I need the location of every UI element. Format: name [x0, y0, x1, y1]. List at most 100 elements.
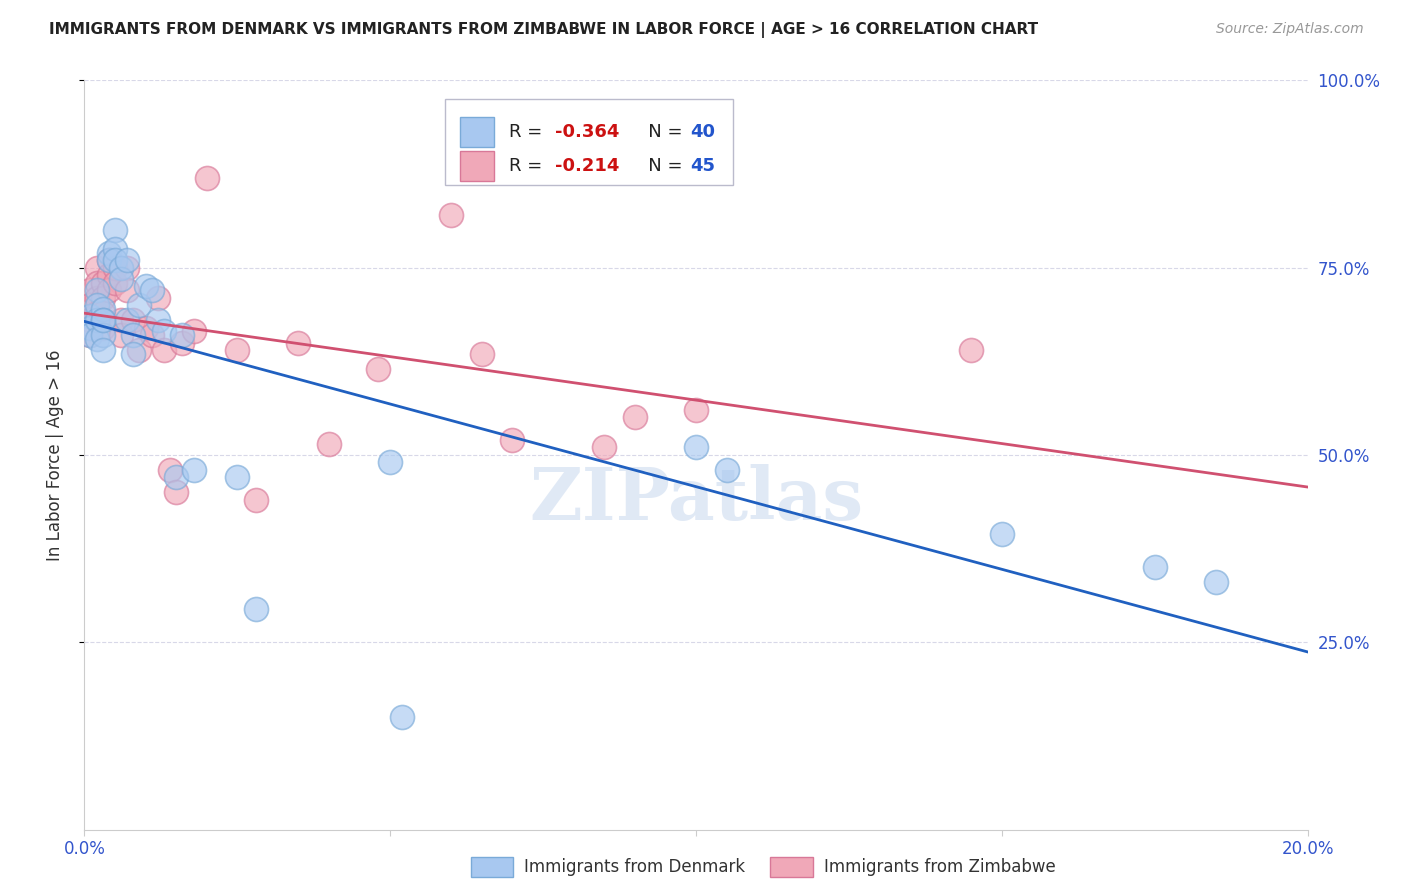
Text: N =: N =: [631, 157, 689, 175]
Text: ZIPatlas: ZIPatlas: [529, 465, 863, 535]
Point: [86, 313, 108, 327]
Text: N =: N =: [631, 123, 689, 141]
Point: [91, 301, 114, 316]
Point: [79, 328, 101, 343]
Text: Source: ZipAtlas.com: Source: ZipAtlas.com: [1216, 22, 1364, 37]
Point: [183, 463, 205, 477]
Point: [245, 492, 267, 507]
Point: [141, 283, 163, 297]
Point: [141, 328, 163, 343]
Point: [86, 298, 108, 312]
Point: [135, 279, 157, 293]
Point: [91, 313, 114, 327]
Point: [440, 208, 463, 222]
Point: [86, 276, 108, 290]
Point: [79, 310, 101, 324]
Point: [91, 343, 114, 357]
Point: [79, 320, 101, 334]
Point: [146, 313, 169, 327]
Point: [1143, 560, 1166, 574]
Point: [172, 335, 194, 350]
Point: [110, 272, 132, 286]
Point: [716, 463, 738, 477]
Point: [502, 433, 524, 447]
Point: [91, 328, 114, 343]
Point: [97, 268, 120, 282]
Point: [685, 441, 707, 455]
Point: [104, 260, 127, 275]
Point: [79, 298, 101, 312]
Text: -0.214: -0.214: [555, 157, 620, 175]
Text: 40: 40: [690, 123, 714, 141]
Text: 45: 45: [690, 157, 714, 175]
Point: [104, 242, 127, 256]
Point: [991, 526, 1014, 541]
Point: [110, 313, 132, 327]
Point: [86, 260, 108, 275]
Point: [104, 253, 127, 268]
FancyBboxPatch shape: [460, 152, 494, 181]
Point: [86, 291, 108, 305]
Point: [122, 328, 145, 343]
Point: [245, 601, 267, 615]
Point: [86, 305, 108, 319]
Point: [91, 320, 114, 334]
Point: [128, 298, 150, 312]
FancyBboxPatch shape: [460, 117, 494, 147]
Point: [97, 245, 120, 260]
Point: [110, 328, 132, 343]
Point: [97, 253, 120, 268]
Point: [110, 260, 132, 275]
Point: [128, 343, 150, 357]
Point: [960, 343, 983, 357]
Point: [97, 253, 120, 268]
Point: [91, 276, 114, 290]
Point: [97, 283, 120, 297]
Text: Immigrants from Zimbabwe: Immigrants from Zimbabwe: [824, 858, 1056, 876]
Point: [471, 347, 494, 361]
Point: [367, 361, 389, 376]
Point: [135, 320, 157, 334]
Point: [115, 260, 138, 275]
Point: [104, 276, 127, 290]
Point: [624, 410, 647, 425]
Point: [287, 335, 309, 350]
Point: [172, 328, 194, 343]
Point: [1205, 575, 1227, 590]
Point: [318, 436, 340, 450]
Point: [226, 343, 249, 357]
Point: [86, 283, 108, 297]
Point: [115, 283, 138, 297]
Point: [195, 170, 218, 185]
Point: [115, 313, 138, 327]
Point: [91, 291, 114, 305]
Point: [153, 324, 176, 338]
Point: [122, 313, 145, 327]
Text: IMMIGRANTS FROM DENMARK VS IMMIGRANTS FROM ZIMBABWE IN LABOR FORCE | AGE > 16 CO: IMMIGRANTS FROM DENMARK VS IMMIGRANTS FR…: [49, 22, 1039, 38]
Point: [593, 441, 616, 455]
Point: [146, 291, 169, 305]
Point: [153, 343, 176, 357]
Point: [79, 283, 101, 297]
Point: [91, 305, 114, 319]
Point: [91, 313, 114, 327]
Y-axis label: In Labor Force | Age > 16: In Labor Force | Age > 16: [45, 349, 63, 561]
Point: [183, 324, 205, 338]
Point: [86, 332, 108, 346]
Text: R =: R =: [509, 123, 548, 141]
Point: [86, 313, 108, 327]
Point: [380, 455, 402, 469]
Point: [685, 403, 707, 417]
Point: [104, 223, 127, 237]
Point: [159, 463, 181, 477]
FancyBboxPatch shape: [446, 99, 733, 186]
Point: [226, 470, 249, 484]
Point: [122, 347, 145, 361]
Point: [115, 253, 138, 268]
Point: [165, 485, 187, 500]
Point: [79, 328, 101, 343]
Point: [165, 470, 187, 484]
Text: -0.364: -0.364: [555, 123, 620, 141]
Point: [391, 710, 413, 724]
Text: R =: R =: [509, 157, 548, 175]
